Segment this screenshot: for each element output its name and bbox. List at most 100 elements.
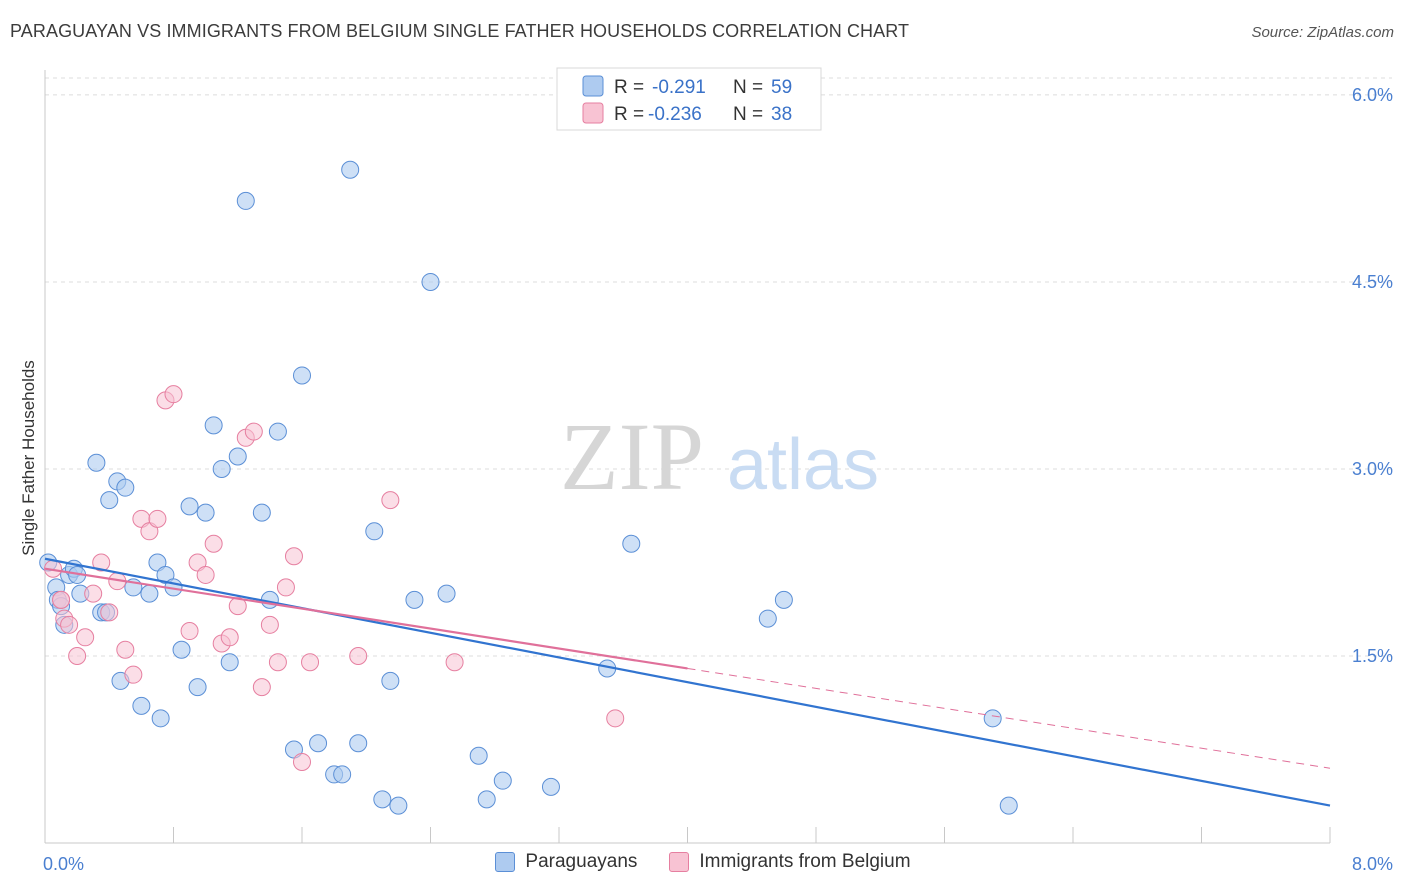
paraguayans-point-28 bbox=[212, 459, 231, 478]
paraguayans-point-18 bbox=[140, 584, 159, 603]
paraguayans-point-20 bbox=[151, 709, 170, 728]
paraguayans-point-43 bbox=[373, 790, 392, 809]
watermark-atlas: atlas bbox=[727, 425, 879, 505]
belgium-point-8 bbox=[100, 603, 119, 622]
belgium-trend-extension bbox=[687, 667, 1331, 769]
belgium-point-7 bbox=[92, 553, 111, 572]
series-belgium-points bbox=[44, 385, 625, 771]
legend-label-belgium: Immigrants from Belgium bbox=[699, 851, 911, 872]
legend-n-label-1: N = bbox=[733, 77, 763, 98]
paraguayans-point-49 bbox=[469, 746, 488, 765]
paraguayans-point-23 bbox=[172, 640, 191, 659]
paraguayans-point-47 bbox=[421, 272, 440, 291]
grid-lines bbox=[45, 77, 1392, 657]
legend-n-value-1: 59 bbox=[771, 77, 792, 98]
paraguayans-point-58 bbox=[999, 796, 1018, 815]
belgium-point-36 bbox=[606, 709, 625, 728]
watermark: ZIP atlas bbox=[560, 403, 879, 510]
belgium-point-22 bbox=[220, 628, 239, 647]
paraguayans-point-25 bbox=[188, 678, 207, 697]
belgium-point-27 bbox=[260, 615, 279, 634]
belgium-point-5 bbox=[76, 628, 95, 647]
belgium-point-16 bbox=[164, 385, 183, 404]
belgium-point-32 bbox=[301, 653, 320, 672]
y-tick-label-0: 1.5% bbox=[1352, 646, 1393, 666]
paraguayans-point-48 bbox=[437, 584, 456, 603]
legend-r-label-1: R = bbox=[614, 77, 644, 98]
belgium-point-19 bbox=[196, 565, 215, 584]
paraguayans-point-57 bbox=[983, 709, 1002, 728]
source-note: Source: ZipAtlas.com bbox=[1251, 24, 1394, 41]
watermark-zip: ZIP bbox=[560, 403, 704, 510]
paraguayans-point-9 bbox=[87, 453, 106, 472]
belgium-point-3 bbox=[60, 615, 79, 634]
paraguayans-point-42 bbox=[365, 522, 384, 541]
belgium-point-34 bbox=[381, 491, 400, 510]
legend-n-value-2: 38 bbox=[771, 104, 792, 125]
paraguayans-point-39 bbox=[333, 765, 352, 784]
paraguayans-point-29 bbox=[220, 653, 239, 672]
paraguayans-point-24 bbox=[180, 497, 199, 516]
y-tick-label-2: 4.5% bbox=[1352, 272, 1393, 292]
belgium-point-35 bbox=[445, 653, 464, 672]
legend-n-label-2: N = bbox=[733, 104, 763, 125]
trend-lines bbox=[44, 557, 1331, 807]
paraguayans-trend-line bbox=[44, 557, 1331, 807]
legend-item-belgium[interactable]: Immigrants from Belgium bbox=[669, 851, 911, 873]
belgium-point-20 bbox=[204, 534, 223, 553]
legend-swatch-pink bbox=[669, 852, 690, 872]
paraguayans-point-46 bbox=[405, 590, 424, 609]
legend-r-label-2: R = bbox=[614, 104, 644, 125]
belgium-point-28 bbox=[268, 653, 287, 672]
legend-r-value-1: -0.291 bbox=[652, 77, 706, 98]
belgium-point-14 bbox=[148, 509, 167, 528]
legend-item-paraguayans[interactable]: Paraguayans bbox=[495, 851, 637, 873]
x-tick-label-0: 0.0% bbox=[43, 854, 84, 874]
paraguayans-point-36 bbox=[293, 366, 311, 385]
y-tick-label-3: 6.0% bbox=[1352, 85, 1393, 105]
stats-legend: R = -0.291 N = 59 R = -0.236 N = 38 bbox=[556, 67, 822, 131]
paraguayans-point-15 bbox=[116, 478, 135, 497]
paraguayans-point-55 bbox=[758, 609, 777, 628]
belgium-point-10 bbox=[116, 640, 135, 659]
legend-swatch-blue bbox=[495, 852, 516, 872]
y-tick-label-1: 3.0% bbox=[1352, 459, 1393, 479]
axes bbox=[44, 70, 1331, 844]
paraguayans-point-41 bbox=[349, 734, 368, 753]
paraguayans-point-26 bbox=[196, 503, 215, 522]
belgium-point-11 bbox=[124, 665, 143, 684]
legend-r-value-2: -0.236 bbox=[648, 104, 702, 125]
belgium-point-37 bbox=[52, 590, 71, 609]
paraguayans-point-50 bbox=[477, 790, 496, 809]
legend-pink-swatch bbox=[582, 102, 604, 124]
legend-label-paraguayans: Paraguayans bbox=[525, 851, 638, 872]
x-tick-label-1: 8.0% bbox=[1352, 854, 1393, 874]
paraguayans-point-30 bbox=[228, 447, 247, 466]
belgium-point-4 bbox=[68, 646, 87, 665]
paraguayans-point-45 bbox=[389, 796, 408, 815]
belgium-point-31 bbox=[293, 752, 311, 771]
paraguayans-point-51 bbox=[493, 771, 512, 790]
tick-labels: 1.5% 3.0% 4.5% 6.0% 0.0% 8.0% bbox=[43, 85, 1393, 874]
paraguayans-point-27 bbox=[204, 416, 223, 435]
paraguayans-point-56 bbox=[774, 590, 793, 609]
belgium-point-29 bbox=[276, 578, 295, 597]
y-axis-label: Single Father Households bbox=[19, 360, 38, 556]
paraguayans-point-54 bbox=[622, 534, 641, 553]
paraguayans-point-31 bbox=[236, 191, 255, 210]
paraguayans-point-34 bbox=[268, 422, 287, 441]
paraguayans-point-44 bbox=[381, 671, 400, 690]
belgium-point-6 bbox=[84, 584, 103, 603]
paraguayans-point-32 bbox=[252, 503, 271, 522]
paraguayans-point-37 bbox=[309, 734, 328, 753]
belgium-point-30 bbox=[284, 547, 303, 566]
legend-blue-swatch bbox=[582, 75, 604, 97]
belgium-point-17 bbox=[180, 622, 199, 641]
paraguayans-point-40 bbox=[341, 160, 360, 179]
paraguayans-point-52 bbox=[541, 777, 560, 796]
chart-title: PARAGUAYAN VS IMMIGRANTS FROM BELGIUM SI… bbox=[10, 21, 910, 41]
paraguayans-point-12 bbox=[100, 491, 119, 510]
paraguayans-point-17 bbox=[132, 696, 151, 715]
belgium-point-26 bbox=[252, 678, 271, 697]
